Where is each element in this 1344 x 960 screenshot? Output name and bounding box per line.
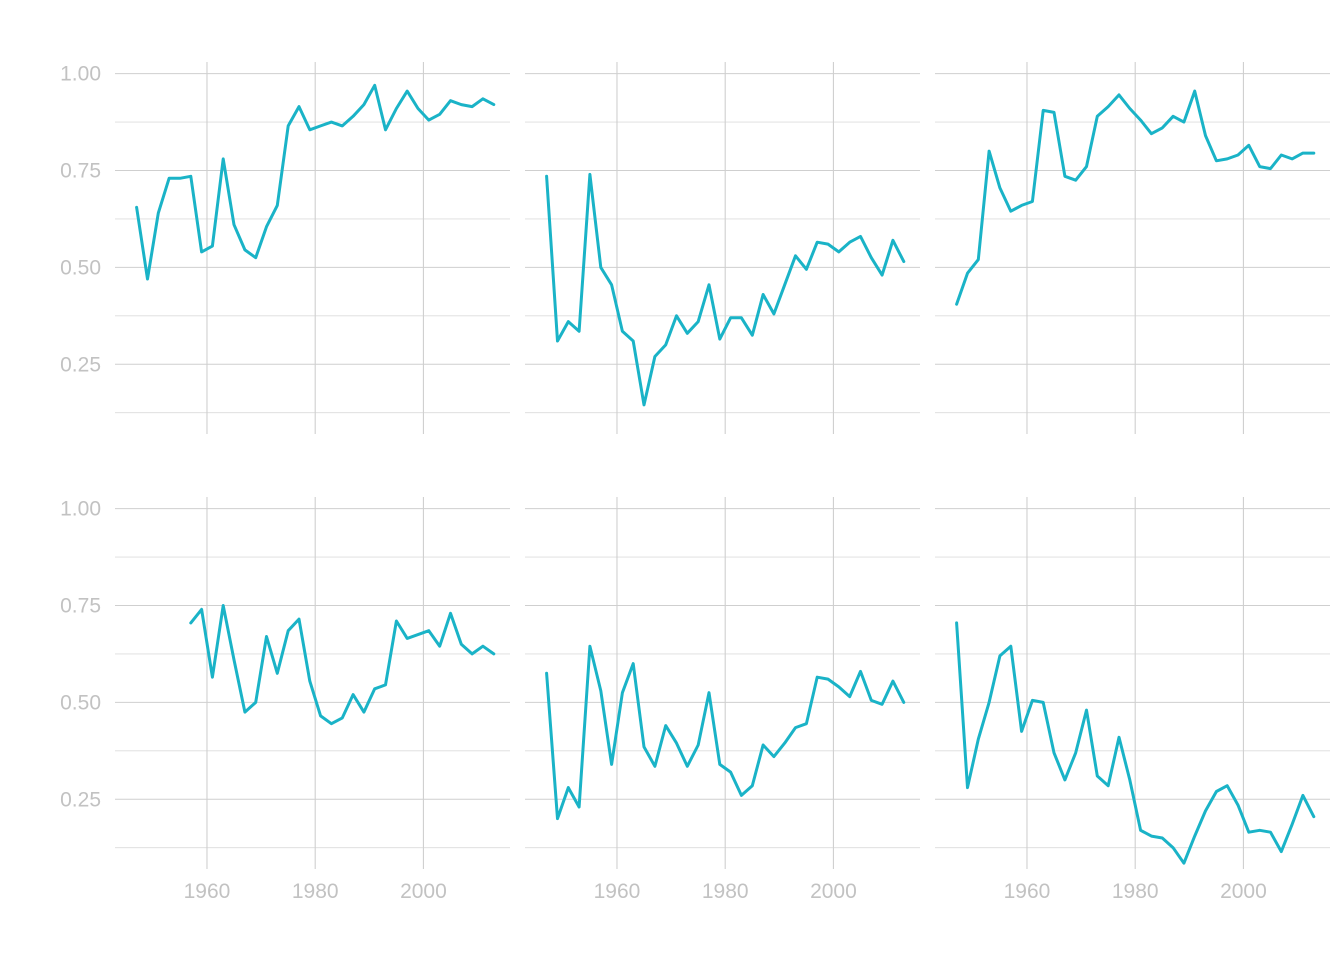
panel-1 (115, 62, 510, 434)
y-tick-label: 0.50 (60, 256, 101, 279)
series-line-panel-5 (545, 644, 906, 821)
x-tick-label: 2000 (1220, 880, 1267, 903)
panel-2 (525, 62, 920, 434)
x-tick-label: 1980 (292, 880, 339, 903)
series-line-panel-2 (545, 172, 906, 407)
series-line-panel-4 (189, 604, 496, 726)
y-tick-label: 0.75 (60, 595, 101, 618)
y-tick-label: 0.75 (60, 160, 101, 183)
series-line-panel-6 (955, 621, 1316, 865)
x-tick-label: 1980 (1112, 880, 1159, 903)
panel-4 (115, 497, 510, 869)
panel-3 (935, 62, 1330, 434)
x-tick-label: 2000 (810, 880, 857, 903)
y-tick-label: 1.00 (60, 63, 101, 86)
x-tick-label: 2000 (400, 880, 447, 903)
panel-5 (525, 497, 920, 869)
series-line-panel-1 (135, 83, 496, 281)
y-tick-label: 0.25 (60, 788, 101, 811)
x-tick-label: 1960 (184, 880, 231, 903)
x-tick-label: 1960 (1004, 880, 1051, 903)
x-tick-label: 1960 (594, 880, 641, 903)
series-layer (135, 83, 1316, 865)
label-layer: 0.25 0.50 0.75 1.00 0.25 0.50 0.75 1.00 1960 1980… (60, 63, 1267, 903)
y-tick-label: 0.25 (60, 353, 101, 376)
y-tick-label: 1.00 (60, 498, 101, 521)
x-tick-label: 1980 (702, 880, 749, 903)
y-tick-label: 0.50 (60, 691, 101, 714)
grid-layer (115, 62, 1330, 869)
series-line-panel-3 (955, 89, 1316, 306)
